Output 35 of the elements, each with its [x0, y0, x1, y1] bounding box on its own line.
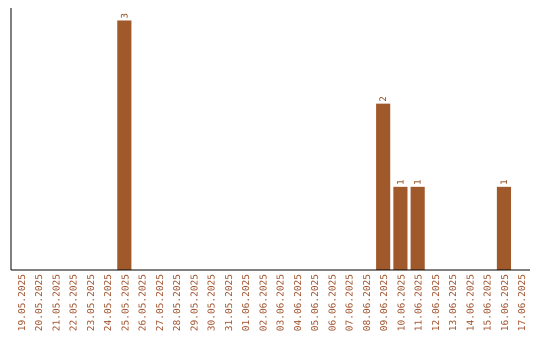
x-tick-label: 10.06.2025 [396, 274, 408, 332]
x-tick-label: 02.06.2025 [258, 274, 270, 332]
data-label: 1 [396, 179, 406, 185]
x-tick-label: 07.06.2025 [344, 274, 356, 332]
x-tick-label: 28.05.2025 [172, 274, 184, 332]
x-tick-label: 09.06.2025 [379, 274, 390, 332]
x-tick-label: 21.05.2025 [51, 274, 62, 332]
x-tick-label: 26.05.2025 [138, 274, 149, 332]
x-tick-label: 31.05.2025 [224, 274, 235, 332]
x-tick-label: 15.06.2025 [482, 274, 494, 332]
data-label: 1 [500, 179, 510, 185]
x-tick-label: 14.06.2025 [465, 274, 476, 332]
data-label: 3 [120, 13, 130, 18]
x-tick-label: 08.06.2025 [362, 274, 373, 332]
x-tick-label: 13.06.2025 [448, 274, 460, 332]
x-tick-label: 24.05.2025 [103, 274, 114, 332]
x-tick-label: 12.06.2025 [430, 274, 442, 332]
x-tick-label: 29.05.2025 [189, 274, 200, 332]
data-label: 2 [379, 96, 390, 102]
x-tick-label: 05.06.2025 [310, 274, 322, 332]
x-tick-label: 16.06.2025 [500, 274, 511, 332]
x-tick-label: 20.05.2025 [34, 274, 46, 332]
x-tick-label: 06.06.2025 [327, 274, 338, 332]
x-tick-label: 17.06.2025 [517, 274, 528, 332]
x-tick-label: 23.05.2025 [86, 274, 97, 332]
x-tick-label: 30.05.2025 [206, 274, 218, 332]
data-label: 1 [414, 179, 424, 185]
x-tick-label: 25.05.2025 [120, 274, 132, 332]
x-tick-label: 03.06.2025 [276, 274, 287, 332]
x-tick-label: 19.05.2025 [16, 274, 28, 332]
x-tick-label: 04.06.2025 [292, 274, 304, 332]
x-tick-label: 27.05.2025 [154, 274, 166, 332]
x-tick-label: 22.05.2025 [68, 274, 80, 332]
x-tick-label: 01.06.2025 [241, 274, 252, 332]
x-tick-label: 11.06.2025 [414, 274, 425, 332]
